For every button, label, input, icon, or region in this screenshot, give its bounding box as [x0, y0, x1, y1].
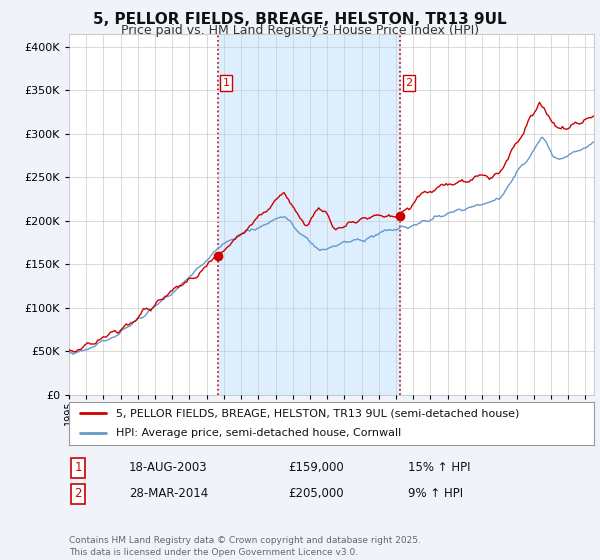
Text: Price paid vs. HM Land Registry's House Price Index (HPI): Price paid vs. HM Land Registry's House … — [121, 24, 479, 36]
Text: £159,000: £159,000 — [288, 461, 344, 474]
Text: 18-AUG-2003: 18-AUG-2003 — [129, 461, 208, 474]
Text: 28-MAR-2014: 28-MAR-2014 — [129, 487, 208, 501]
Text: 2: 2 — [406, 78, 413, 88]
Text: 5, PELLOR FIELDS, BREAGE, HELSTON, TR13 9UL (semi-detached house): 5, PELLOR FIELDS, BREAGE, HELSTON, TR13 … — [116, 408, 520, 418]
Bar — [218, 34, 400, 395]
Text: 1: 1 — [223, 78, 230, 88]
Text: HPI: Average price, semi-detached house, Cornwall: HPI: Average price, semi-detached house,… — [116, 428, 401, 438]
Text: £205,000: £205,000 — [288, 487, 344, 501]
Text: 1: 1 — [74, 461, 82, 474]
Text: 9% ↑ HPI: 9% ↑ HPI — [408, 487, 463, 501]
Text: 2: 2 — [74, 487, 82, 501]
Text: Contains HM Land Registry data © Crown copyright and database right 2025.
This d: Contains HM Land Registry data © Crown c… — [69, 536, 421, 557]
Text: 5, PELLOR FIELDS, BREAGE, HELSTON, TR13 9UL: 5, PELLOR FIELDS, BREAGE, HELSTON, TR13 … — [93, 12, 507, 27]
Text: 15% ↑ HPI: 15% ↑ HPI — [408, 461, 470, 474]
